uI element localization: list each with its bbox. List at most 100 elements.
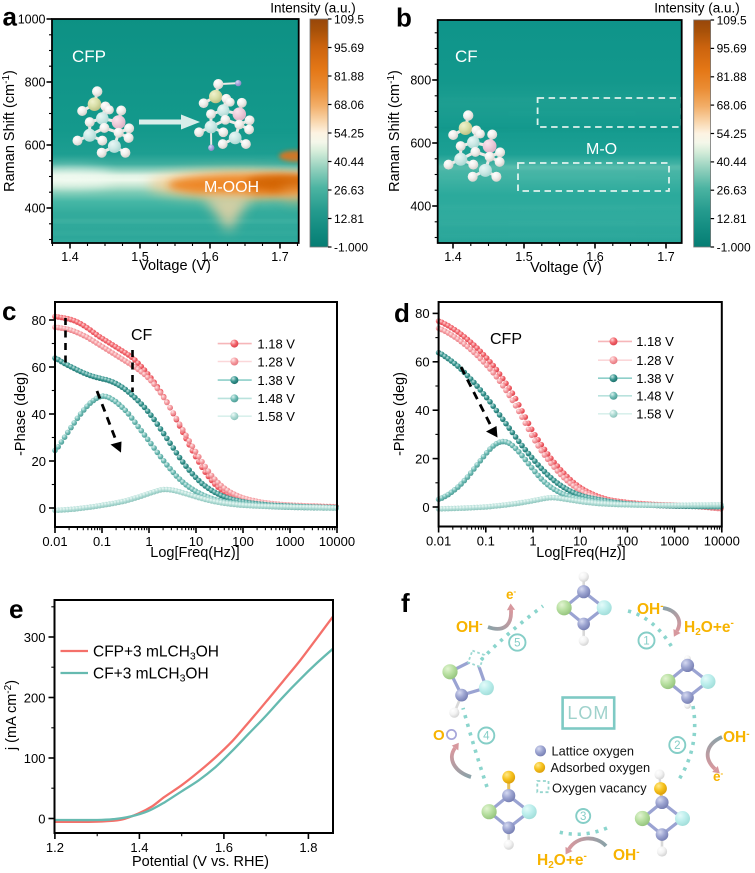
svg-text:1000: 1000 <box>276 534 305 549</box>
svg-text:80: 80 <box>415 306 429 321</box>
svg-text:Raman Shift (cm-1): Raman Shift (cm-1) <box>386 70 403 192</box>
svg-text:M-OOH: M-OOH <box>204 179 259 196</box>
svg-text:1.6: 1.6 <box>586 250 603 264</box>
svg-text:1000: 1000 <box>660 534 689 549</box>
svg-text:CF: CF <box>455 47 478 66</box>
svg-text:600: 600 <box>410 137 431 151</box>
svg-text:109.5: 109.5 <box>717 13 747 27</box>
svg-text:-1.000: -1.000 <box>717 240 751 254</box>
svg-text:0.1: 0.1 <box>477 534 495 549</box>
svg-text:1.4: 1.4 <box>61 250 78 264</box>
svg-text:Log[Freq(Hz)]: Log[Freq(Hz)] <box>536 545 625 561</box>
svg-text:109.5: 109.5 <box>334 12 364 26</box>
svg-text:1.2: 1.2 <box>46 840 64 855</box>
svg-text:1.38 V: 1.38 V <box>636 371 674 386</box>
svg-text:1.8: 1.8 <box>299 840 317 855</box>
svg-text:60: 60 <box>32 360 46 375</box>
svg-text:26.63: 26.63 <box>334 183 364 197</box>
svg-text:300: 300 <box>24 630 46 645</box>
svg-text:O: O <box>433 727 445 744</box>
svg-text:3: 3 <box>580 811 586 823</box>
svg-text:400: 400 <box>25 202 46 216</box>
svg-text:1.18 V: 1.18 V <box>636 334 674 349</box>
svg-text:600: 600 <box>25 139 46 153</box>
svg-text:1.58 V: 1.58 V <box>636 407 674 422</box>
svg-text:Intensity (a.u.): Intensity (a.u.) <box>654 1 740 16</box>
svg-text:d: d <box>394 298 410 328</box>
svg-text:1.4: 1.4 <box>444 250 461 264</box>
svg-text:40: 40 <box>32 407 46 422</box>
svg-text:1: 1 <box>145 534 152 549</box>
svg-text:1.5: 1.5 <box>515 250 532 264</box>
svg-text:Oxygen vacancy: Oxygen vacancy <box>552 781 647 796</box>
svg-text:-Phase (deg): -Phase (deg) <box>392 372 408 456</box>
svg-text:5: 5 <box>514 638 520 650</box>
svg-text:e-: e- <box>506 587 517 602</box>
svg-text:40.44: 40.44 <box>717 155 747 169</box>
svg-text:26.63: 26.63 <box>717 184 747 198</box>
svg-text:LOM: LOM <box>567 703 609 723</box>
svg-text:a: a <box>3 2 18 32</box>
svg-text:Intensity (a.u.): Intensity (a.u.) <box>270 1 356 16</box>
svg-text:H2O+e-: H2O+e- <box>684 618 734 638</box>
svg-text:95.69: 95.69 <box>717 42 747 56</box>
svg-text:1: 1 <box>643 636 649 648</box>
svg-text:1.48 V: 1.48 V <box>636 389 674 404</box>
svg-text:0.1: 0.1 <box>93 534 111 549</box>
svg-text:60: 60 <box>415 355 429 370</box>
svg-text:2: 2 <box>674 740 680 752</box>
svg-text:b: b <box>396 3 412 33</box>
svg-text:0.01: 0.01 <box>42 534 67 549</box>
svg-text:e: e <box>9 594 23 624</box>
svg-text:-Phase (deg): -Phase (deg) <box>13 372 29 456</box>
svg-text:20: 20 <box>415 451 429 466</box>
svg-text:10000: 10000 <box>704 534 740 549</box>
svg-text:68.06: 68.06 <box>717 98 747 112</box>
svg-text:Lattice oxygen: Lattice oxygen <box>552 744 635 759</box>
svg-text:M-O: M-O <box>586 141 617 158</box>
svg-text:1.7: 1.7 <box>271 250 288 264</box>
svg-text:Adsorbed oxygen: Adsorbed oxygen <box>551 760 651 775</box>
svg-text:CF+3 mLCH3OH: CF+3 mLCH3OH <box>93 666 209 685</box>
svg-text:40.44: 40.44 <box>334 155 364 169</box>
svg-text:95.69: 95.69 <box>334 41 364 55</box>
svg-text:Raman Shift (cm-1): Raman Shift (cm-1) <box>1 70 18 192</box>
svg-text:f: f <box>401 588 410 618</box>
svg-text:1.6: 1.6 <box>215 840 233 855</box>
svg-text:1.18 V: 1.18 V <box>257 336 295 351</box>
svg-text:OH-: OH- <box>637 601 664 618</box>
svg-text:80: 80 <box>32 313 46 328</box>
svg-text:CF: CF <box>131 327 153 344</box>
svg-text:1.7: 1.7 <box>657 250 674 264</box>
svg-text:c: c <box>2 296 16 326</box>
svg-text:68.06: 68.06 <box>334 98 364 112</box>
svg-text:CFP: CFP <box>490 331 522 348</box>
svg-text:j (mA cm-2): j (mA cm-2) <box>3 680 20 751</box>
svg-text:0: 0 <box>39 501 46 516</box>
svg-text:200: 200 <box>24 690 46 705</box>
svg-text:800: 800 <box>25 76 46 90</box>
svg-text:400: 400 <box>410 200 431 214</box>
svg-text:Voltage (V): Voltage (V) <box>530 260 602 276</box>
svg-text:1.58 V: 1.58 V <box>257 409 295 424</box>
svg-text:10: 10 <box>573 534 587 549</box>
svg-text:81.88: 81.88 <box>334 69 364 83</box>
svg-text:100: 100 <box>24 751 46 766</box>
svg-text:4: 4 <box>483 731 490 743</box>
svg-text:81.88: 81.88 <box>717 70 747 84</box>
svg-text:1.4: 1.4 <box>130 840 148 855</box>
svg-text:Potential (V vs. RHE): Potential (V vs. RHE) <box>132 854 269 870</box>
svg-text:Log[Freq(Hz)]: Log[Freq(Hz)] <box>150 545 239 561</box>
svg-text:40: 40 <box>415 403 429 418</box>
svg-text:20: 20 <box>32 454 46 469</box>
svg-text:54.25: 54.25 <box>334 126 364 140</box>
svg-text:1.5: 1.5 <box>131 250 148 264</box>
svg-text:12.81: 12.81 <box>717 212 747 226</box>
svg-text:-1.000: -1.000 <box>334 240 368 254</box>
svg-text:1: 1 <box>529 534 536 549</box>
svg-text:100: 100 <box>617 534 639 549</box>
svg-text:OH-: OH- <box>613 847 640 864</box>
svg-text:OH-: OH- <box>723 729 750 746</box>
svg-text:1.6: 1.6 <box>201 250 218 264</box>
svg-text:H2O+e-: H2O+e- <box>537 851 587 871</box>
